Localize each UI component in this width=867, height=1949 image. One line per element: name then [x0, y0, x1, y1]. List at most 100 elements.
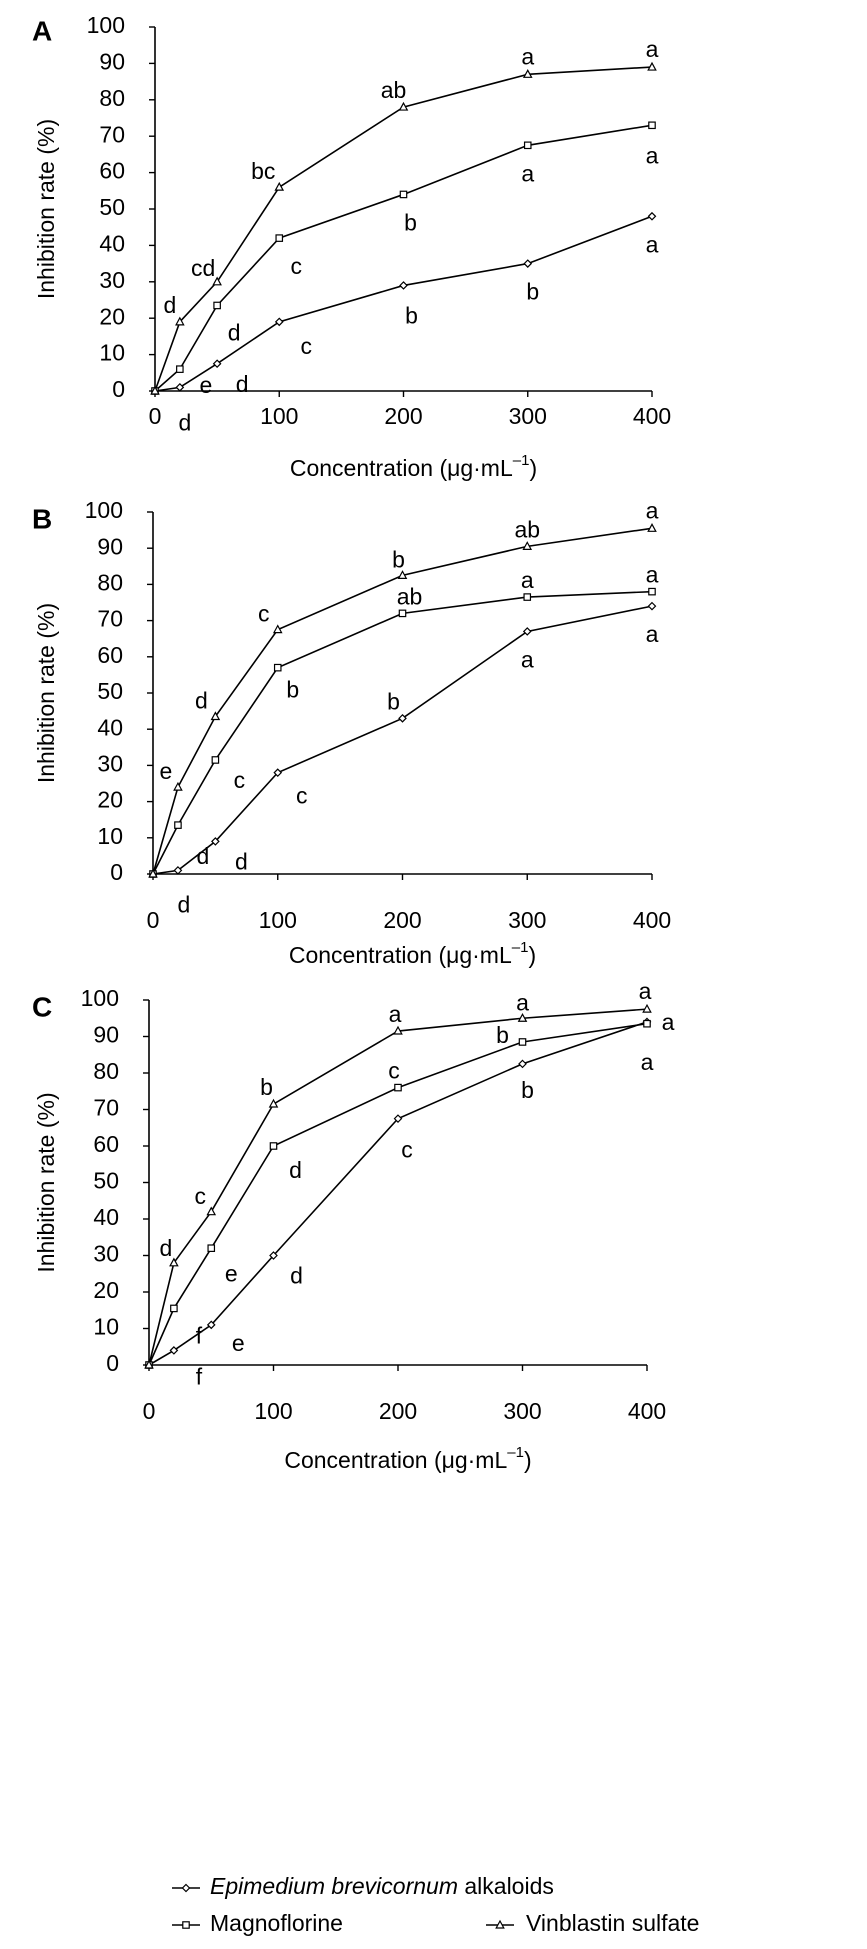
significance-label: cd — [191, 255, 215, 281]
legend-label: Magnoflorine — [210, 1910, 343, 1936]
chart-panel-b: B 0 10 20 30 40 50 60 70 80 90 100 0 100 200 300 400 Conc… — [32, 497, 671, 968]
significance-label: e — [199, 372, 212, 398]
y-tick-label: 30 — [93, 1241, 119, 1267]
data-point — [273, 768, 283, 777]
data-point — [522, 69, 533, 78]
significance-label: ab — [381, 77, 407, 103]
data-point — [148, 868, 158, 878]
significance-label: bc — [251, 158, 275, 184]
significance-label: a — [639, 978, 652, 1004]
data-point — [274, 181, 285, 191]
x-tick-label: 400 — [633, 403, 671, 429]
data-point — [211, 756, 220, 764]
data-point — [173, 866, 183, 875]
significance-label: a — [662, 1009, 675, 1035]
y-tick-label: 50 — [93, 1168, 119, 1194]
y-tick-label: 100 — [81, 985, 119, 1011]
x-tick-label: 300 — [508, 907, 546, 933]
significance-label: c — [401, 1137, 413, 1163]
data-point — [647, 601, 657, 611]
significance-label: d — [160, 1235, 173, 1261]
data-point — [397, 570, 408, 579]
data-point — [213, 301, 221, 310]
y-tick-label: 50 — [99, 194, 125, 220]
data-point — [207, 1244, 216, 1253]
y-tick-label: 100 — [87, 12, 125, 38]
y-tick-label: 20 — [97, 787, 123, 813]
y-tick-label: 60 — [93, 1131, 119, 1157]
significance-label: b — [286, 677, 299, 703]
data-point — [394, 1083, 402, 1092]
data-point — [176, 365, 184, 373]
y-tick-label: 70 — [97, 606, 123, 632]
y-tick-label: 60 — [99, 158, 125, 184]
significance-label: b — [387, 688, 400, 714]
panel-letter: A — [32, 15, 52, 46]
data-point — [169, 1346, 179, 1355]
data-point — [212, 359, 222, 369]
data-point — [144, 1359, 154, 1369]
legend-label: Vinblastin sulfate — [526, 1910, 699, 1936]
y-tick-label: 0 — [112, 376, 125, 402]
significance-label: b — [392, 546, 405, 572]
y-tick-label: 50 — [97, 678, 123, 704]
significance-label: e — [160, 758, 173, 784]
data-point — [523, 259, 533, 268]
significance-label: ab — [397, 583, 423, 609]
data-point — [268, 1098, 279, 1108]
y-tick-label: 90 — [99, 48, 125, 74]
data-point — [272, 624, 283, 634]
x-axis-label: Concentration (μg·mL–1) — [284, 1444, 531, 1473]
significance-label: d — [236, 371, 249, 397]
significance-label: a — [646, 142, 659, 168]
data-point — [648, 121, 656, 130]
data-point — [206, 1320, 216, 1330]
y-tick-label: 70 — [99, 121, 125, 147]
data-point — [517, 1012, 528, 1022]
significance-label: e — [232, 1330, 245, 1356]
series-line — [152, 590, 653, 875]
data-point — [648, 587, 656, 596]
data-point — [522, 627, 532, 636]
data-point — [393, 1025, 403, 1035]
data-point — [273, 663, 282, 672]
significance-label: c — [388, 1058, 400, 1084]
data-point — [173, 781, 183, 791]
series-line — [154, 215, 653, 392]
y-tick-label: 10 — [99, 340, 125, 366]
data-point — [642, 1003, 652, 1013]
y-tick-label: 20 — [93, 1277, 119, 1303]
significance-label: b — [521, 1077, 534, 1103]
data-point — [275, 234, 284, 242]
significance-label: a — [516, 989, 529, 1015]
panel-letter: C — [32, 991, 52, 1022]
significance-label: c — [234, 767, 246, 793]
y-tick-label: 100 — [85, 497, 123, 523]
series-line — [152, 527, 653, 875]
x-axis-label: Concentration (μg·mL–1) — [289, 939, 536, 968]
significance-label: a — [521, 43, 534, 69]
data-point — [150, 385, 160, 395]
data-point — [212, 276, 222, 286]
data-point — [523, 593, 532, 601]
y-tick-label: 70 — [93, 1095, 119, 1121]
y-tick-label: 80 — [93, 1058, 119, 1084]
significance-label: a — [646, 497, 659, 523]
data-point — [174, 821, 182, 829]
significance-label: c — [195, 1183, 207, 1209]
data-point — [170, 1304, 178, 1313]
data-point — [399, 190, 408, 199]
significance-label: e — [225, 1260, 238, 1286]
x-tick-label: 100 — [260, 403, 298, 429]
significance-label: d — [228, 320, 241, 346]
legend-item-square: Magnoflorine — [172, 1910, 343, 1936]
significance-label: d — [178, 891, 191, 917]
x-tick-label: 200 — [383, 907, 421, 933]
y-tick-label: 0 — [106, 1350, 119, 1376]
legend: Epimedium brevicornum alkaloids Magnoflor… — [172, 1873, 699, 1936]
y-tick-label: 10 — [97, 823, 123, 849]
y-tick-label: 40 — [97, 714, 123, 740]
x-tick-label: 400 — [633, 907, 671, 933]
